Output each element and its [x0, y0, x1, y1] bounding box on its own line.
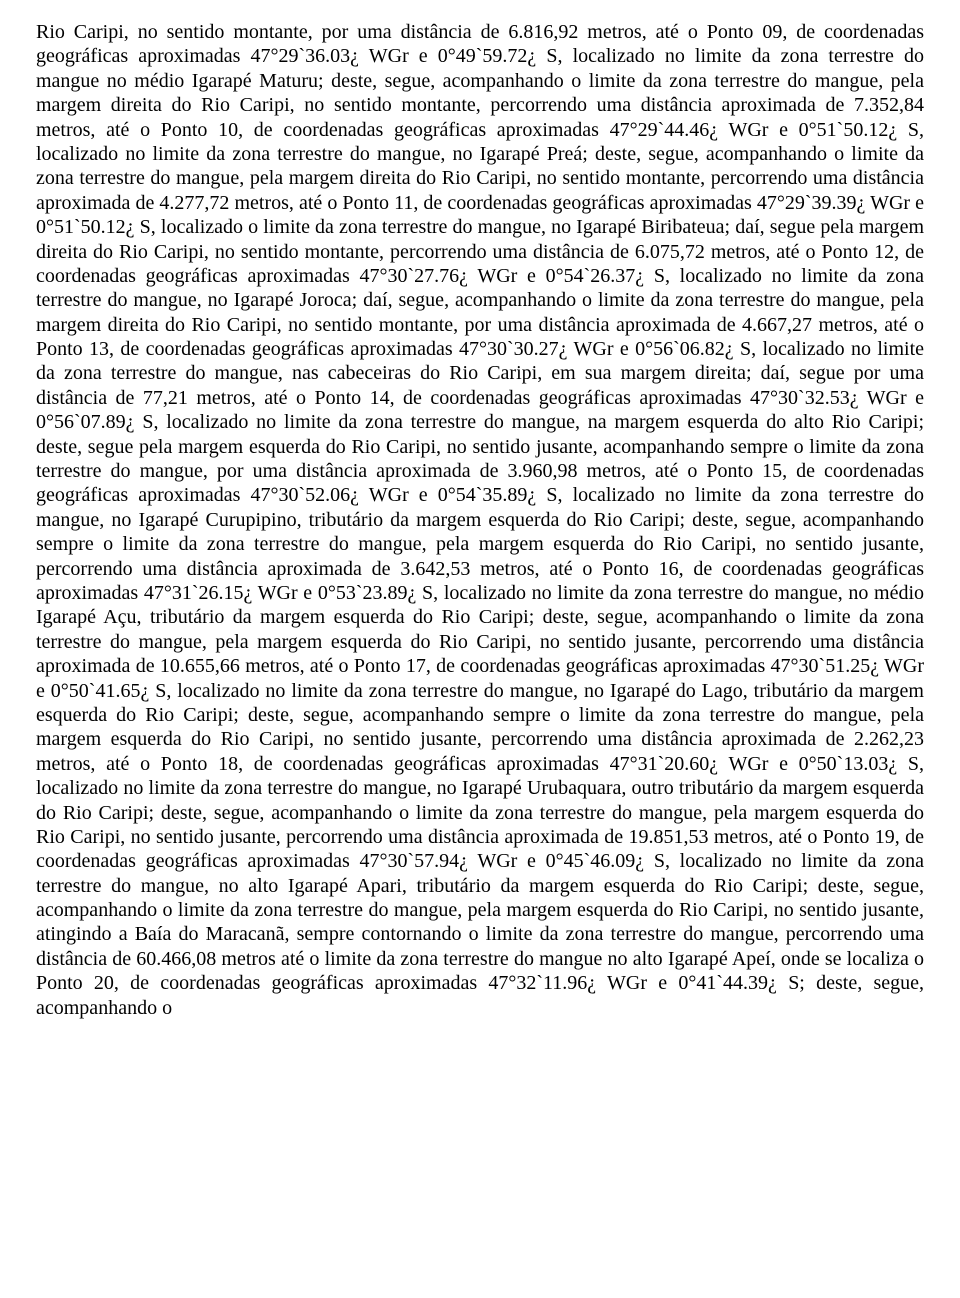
document-body-text: Rio Caripi, no sentido montante, por uma… [36, 20, 924, 1020]
